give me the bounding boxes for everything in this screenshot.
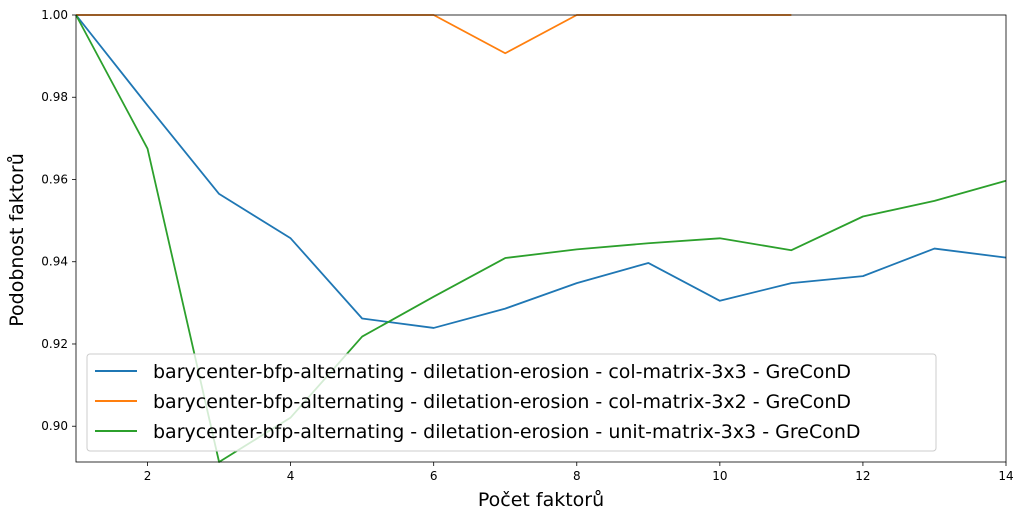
x-tick-label: 8 xyxy=(573,469,581,483)
series-line-1 xyxy=(75,14,1007,329)
legend-label: barycenter-bfp-alternating - diletation-… xyxy=(153,361,851,383)
x-tick-label: 4 xyxy=(287,469,295,483)
legend: barycenter-bfp-alternating - diletation-… xyxy=(86,353,937,452)
x-tick-label: 14 xyxy=(998,469,1013,483)
x-tick-label: 12 xyxy=(855,469,870,483)
y-axis: 0.90 0.92 0.94 0.96 0.98 1.00 xyxy=(41,8,76,433)
plot-frame xyxy=(75,14,1007,463)
series-line-3 xyxy=(75,14,1007,463)
y-axis-title: Podobnost faktorů xyxy=(6,153,28,326)
y-tick-label: 0.96 xyxy=(41,172,68,186)
y-tick-label: 0.92 xyxy=(41,337,68,351)
y-tick-label: 0.90 xyxy=(41,419,68,433)
y-tick-label: 0.94 xyxy=(41,255,68,269)
legend-label: barycenter-bfp-alternating - diletation-… xyxy=(153,391,851,413)
x-tick-label: 2 xyxy=(144,469,152,483)
y-tick-label: 0.98 xyxy=(41,90,68,104)
x-tick-label: 10 xyxy=(712,469,727,483)
x-tick-label: 6 xyxy=(430,469,438,483)
x-axis-title: Počet faktorů xyxy=(478,489,604,511)
legend-label: barycenter-bfp-alternating - diletation-… xyxy=(153,421,861,443)
y-tick-label: 1.00 xyxy=(41,8,68,22)
legend-box xyxy=(86,353,937,452)
x-axis: 2 4 6 8 10 12 14 xyxy=(144,462,1014,483)
